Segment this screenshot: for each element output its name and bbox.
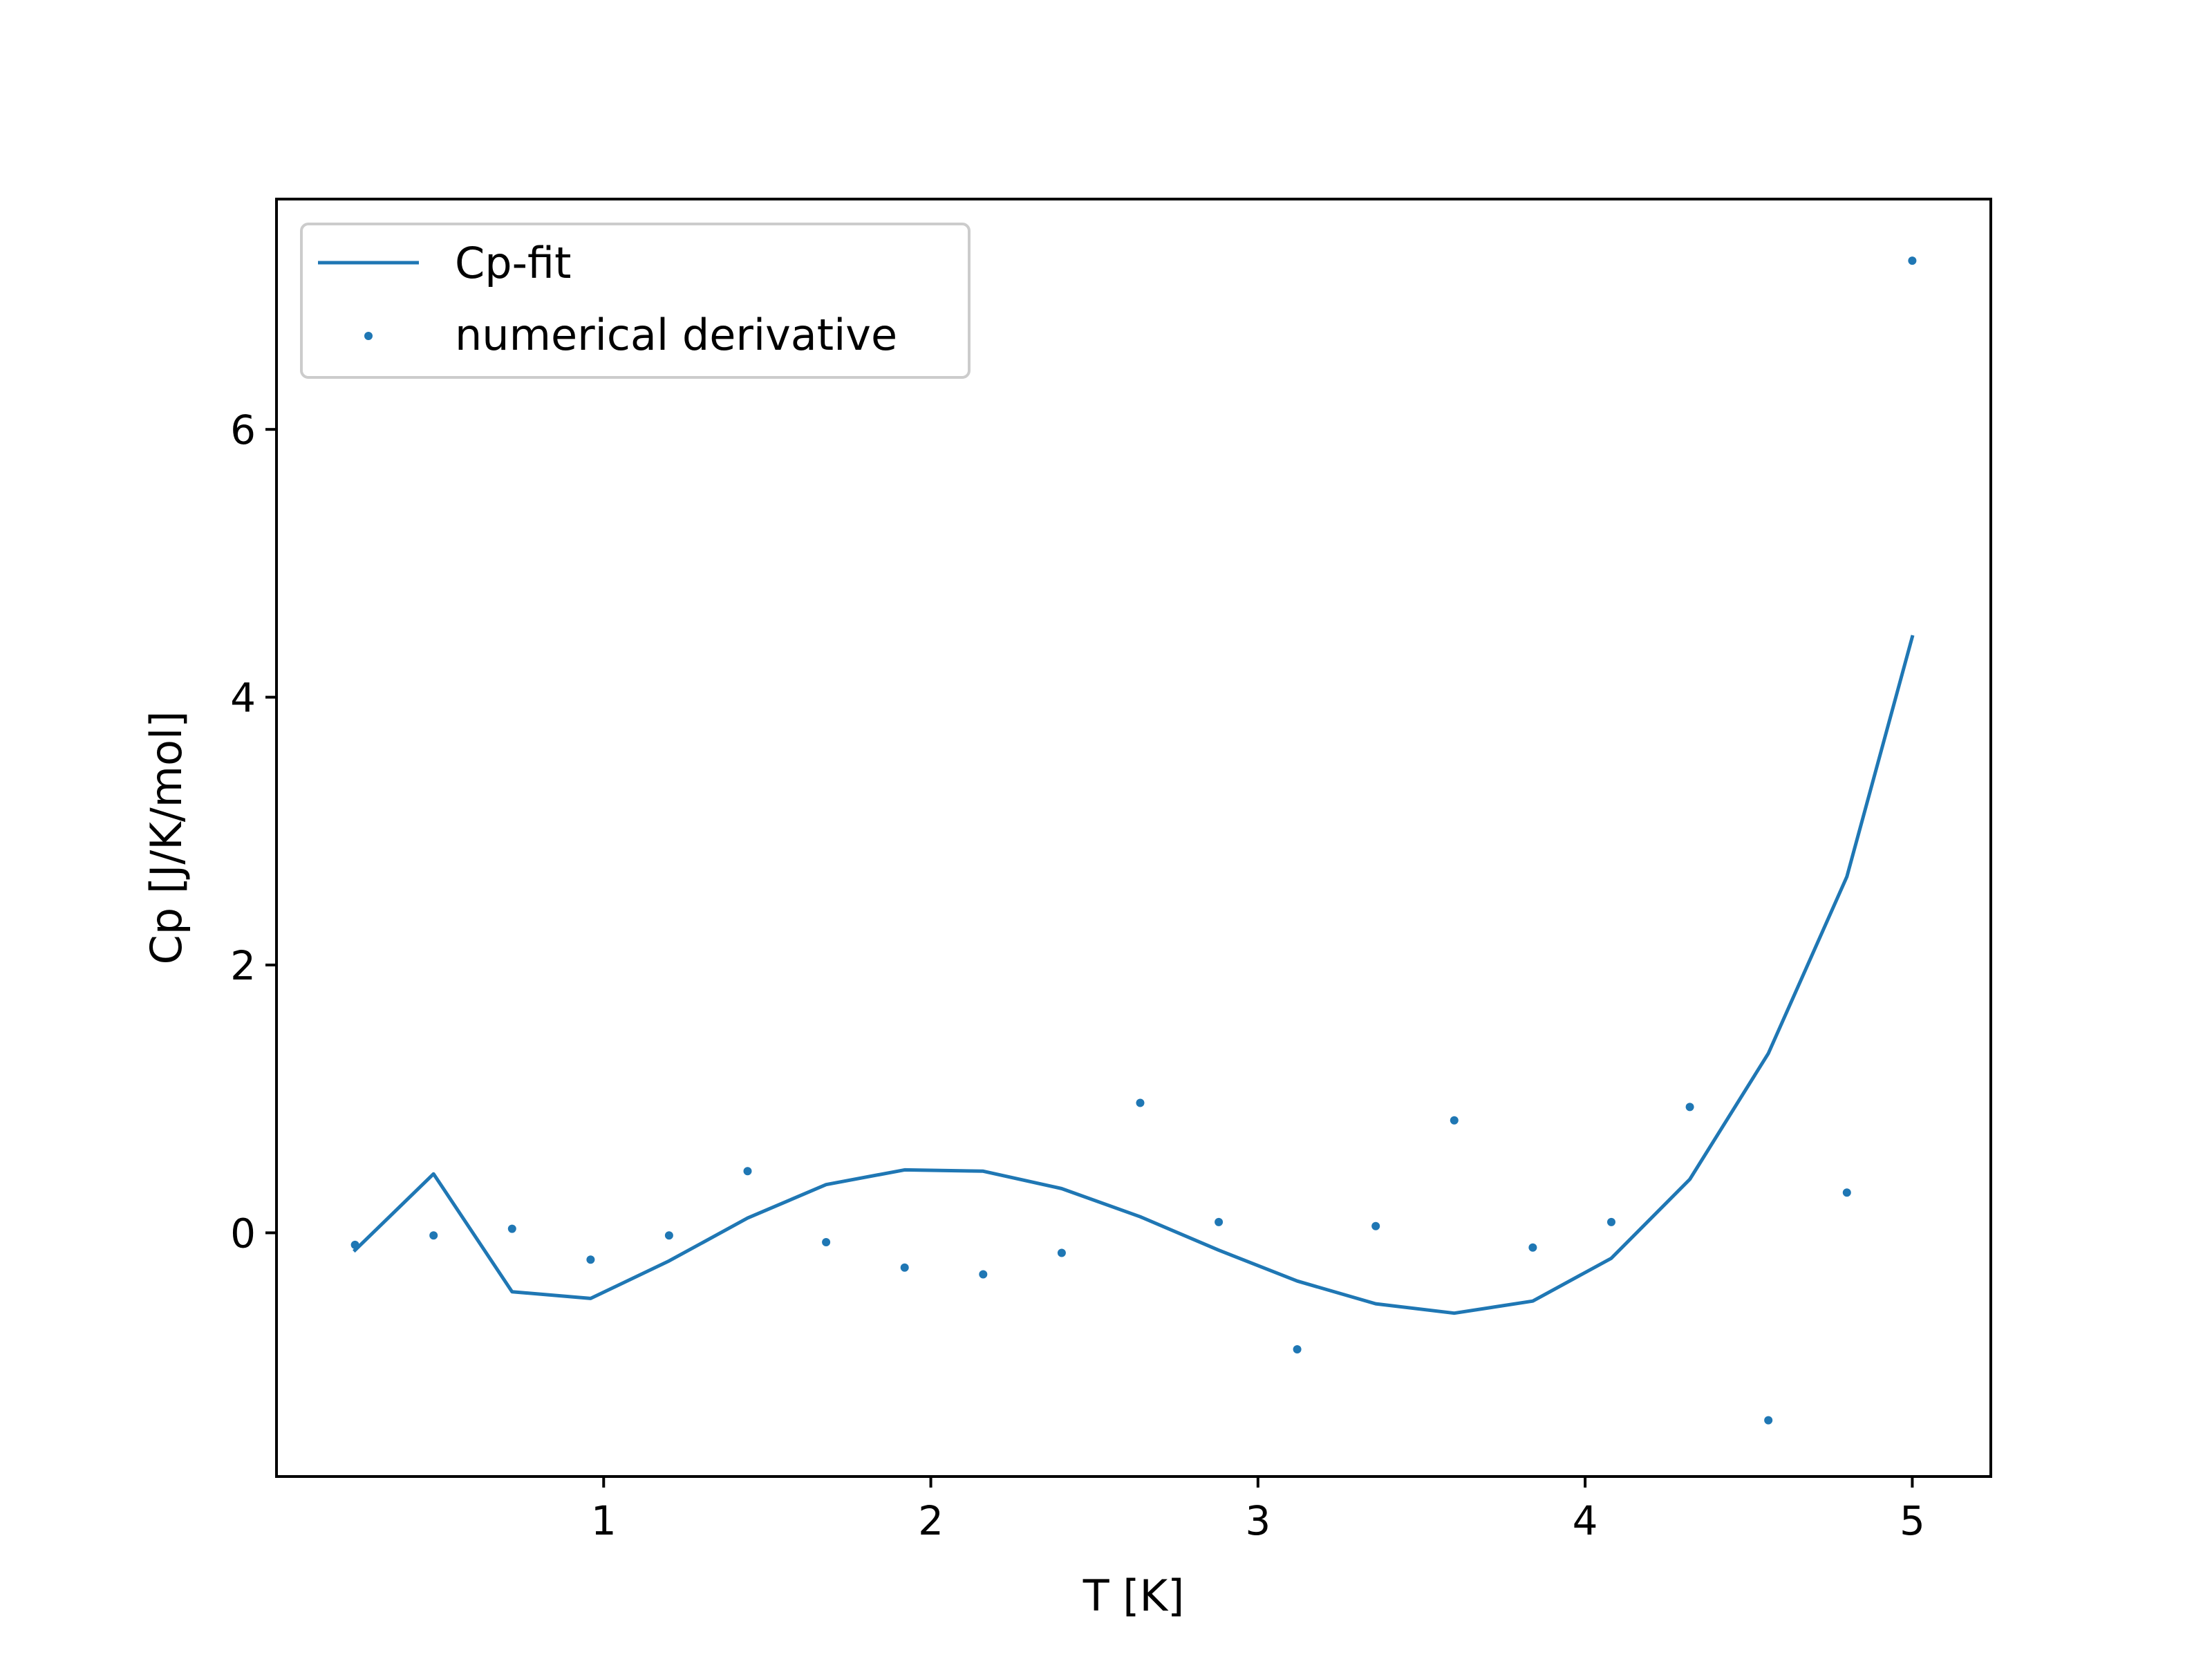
numerical-derivative-point xyxy=(1136,1098,1145,1107)
y-axis: 0 2 4 6 xyxy=(230,406,276,1257)
cp-fit-line xyxy=(353,635,1915,1315)
x-tick-label: 1 xyxy=(591,1497,617,1544)
numerical-derivative-point xyxy=(1293,1345,1302,1353)
numerical-derivative-point xyxy=(900,1263,909,1272)
numerical-derivative-point xyxy=(979,1270,988,1279)
y-tick-label: 6 xyxy=(230,406,256,453)
numerical-derivative-point xyxy=(350,1240,359,1249)
x-tick-label: 3 xyxy=(1245,1497,1271,1544)
numerical-derivative-point xyxy=(1685,1103,1694,1112)
numerical-derivative-point xyxy=(822,1238,831,1246)
y-tick-label: 2 xyxy=(230,942,256,989)
legend-label-numerical-derivative: numerical derivative xyxy=(455,310,897,360)
x-axis: 1 2 3 4 5 xyxy=(591,1477,1925,1544)
numerical-derivative-point xyxy=(586,1255,595,1264)
numerical-derivative-point xyxy=(429,1231,438,1240)
numerical-derivative-point xyxy=(1528,1243,1537,1252)
numerical-derivative-point xyxy=(1607,1217,1615,1226)
y-tick-label: 4 xyxy=(230,675,256,722)
legend-dot-handle xyxy=(364,332,373,340)
numerical-derivative-point xyxy=(743,1167,752,1176)
numerical-derivative-point xyxy=(1908,256,1917,265)
x-tick-label: 2 xyxy=(918,1497,944,1544)
numerical-derivative-point xyxy=(1371,1221,1380,1230)
legend: Cp-fit numerical derivative xyxy=(300,223,971,379)
series-layer xyxy=(350,256,1917,1425)
y-tick-label: 0 xyxy=(230,1210,256,1257)
numerical-derivative-point xyxy=(1764,1416,1773,1425)
x-tick-label: 5 xyxy=(1900,1497,1925,1544)
numerical-derivative-point xyxy=(507,1224,516,1233)
plot-frame xyxy=(275,198,1992,1478)
numerical-derivative-point xyxy=(1057,1248,1066,1257)
legend-label-cp-fit: Cp-fit xyxy=(455,238,571,288)
x-axis-label: T [K] xyxy=(1082,1571,1185,1621)
x-tick-label: 4 xyxy=(1573,1497,1598,1544)
numerical-derivative-point xyxy=(1842,1188,1851,1197)
y-axis-label: Cp [J/K/mol] xyxy=(141,711,191,964)
legend-box xyxy=(300,223,971,379)
numerical-derivative-point xyxy=(1450,1116,1459,1125)
numerical-derivative-point xyxy=(1215,1217,1224,1226)
plot-area xyxy=(276,199,1991,1477)
numerical-derivative-point xyxy=(664,1231,673,1240)
